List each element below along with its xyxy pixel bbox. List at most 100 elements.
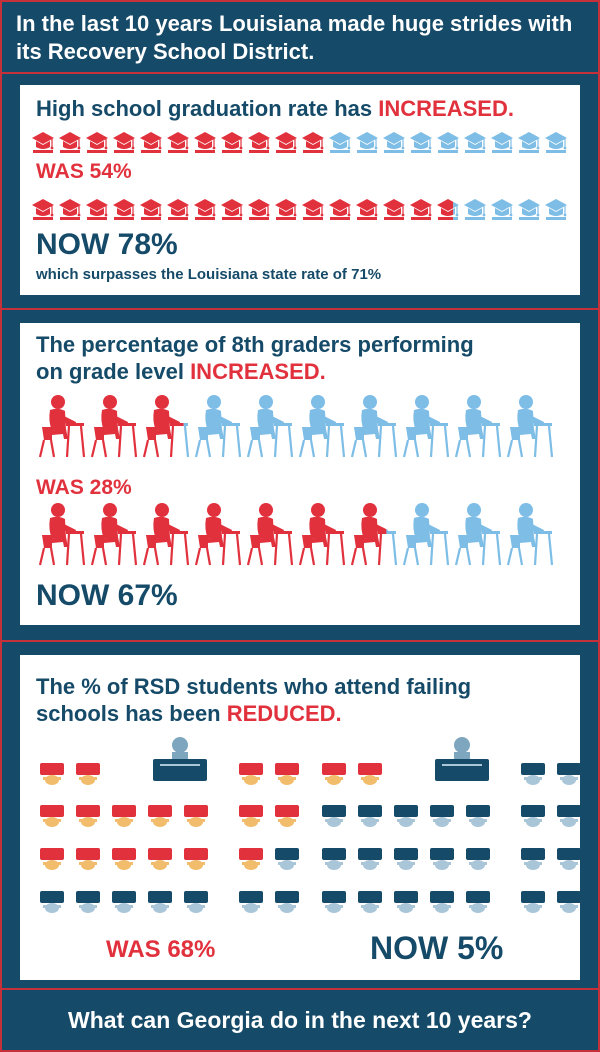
graduation-title: High school graduation rate has INCREASE…: [36, 95, 514, 122]
classroom-desk-icon: [322, 848, 346, 870]
graduation-cap-icon: [518, 132, 540, 153]
failing-title-line2-text: schools has been: [36, 701, 227, 726]
graduation-cap-icon: [491, 132, 513, 153]
classroom-desk-icon: [557, 891, 581, 913]
eighth-title: The percentage of 8th graders performing…: [36, 331, 474, 385]
classroom-desk-icon: [76, 763, 100, 785]
graduation-cap-icon: [221, 199, 243, 220]
graduation-note: which surpasses the Louisiana state rate…: [36, 266, 382, 283]
classroom-desk-icon: [557, 848, 581, 870]
classroom-desk-icon: [358, 763, 382, 785]
divider: [0, 308, 600, 310]
eighth-was-row: [38, 395, 554, 458]
graduation-cap-icon: [410, 199, 432, 220]
classroom-desk-icon: [322, 805, 346, 827]
graduation-cap-icon: [545, 199, 567, 220]
classroom-desk-icon: [239, 848, 263, 870]
classroom-desk-icon: [394, 848, 418, 870]
graduation-cap-icon: [86, 199, 108, 220]
graduation-cap-icon: [275, 199, 297, 220]
graduation-cap-icon: [221, 132, 243, 153]
graduation-cap-icon: [167, 132, 189, 153]
graduation-cap-icon: [113, 132, 135, 153]
failing-title-emph: REDUCED.: [226, 701, 342, 726]
footer-question: What can Georgia do in the next 10 years…: [68, 1007, 532, 1033]
student-at-desk-icon: [90, 395, 138, 458]
classroom-desk-icon: [112, 891, 136, 913]
graduation-cap-icon: [518, 199, 540, 220]
student-at-desk-icon: [454, 503, 502, 566]
classroom-desk-icon: [76, 805, 100, 827]
graduation-cap-icon: [32, 199, 54, 220]
classroom-desk-icon: [275, 805, 299, 827]
classroom-desk-icon: [521, 805, 545, 827]
eighth-title-line2: on grade level INCREASED.: [36, 358, 474, 385]
classroom-desk-icon: [239, 891, 263, 913]
classroom-desk-icon: [521, 891, 545, 913]
classroom-desk-icon: [394, 891, 418, 913]
graduation-cap-icon: [356, 132, 378, 153]
teacher-desk-icon: [153, 737, 207, 781]
eighth-title-line2-text: on grade level: [36, 359, 191, 384]
graduation-cap-icon: [32, 132, 54, 153]
graduation-cap-icon: [167, 199, 189, 220]
classroom-desk-icon: [322, 891, 346, 913]
student-at-desk-icon: [454, 395, 502, 458]
classroom-desk-icon: [76, 891, 100, 913]
student-at-desk-icon: [142, 395, 190, 458]
eighth-grade-panel: The percentage of 8th graders performing…: [20, 323, 580, 625]
graduation-cap-icon: [248, 132, 270, 153]
student-at-desk-icon: [142, 503, 190, 566]
graduation-cap-icon: [59, 132, 81, 153]
graduation-cap-icon: [464, 132, 486, 153]
classroom-desk-icon: [148, 805, 172, 827]
failing-was-classroom: [40, 737, 299, 913]
graduation-was-label: WAS 54%: [36, 160, 132, 183]
student-at-desk-icon: [194, 503, 242, 566]
student-at-desk-icon: [506, 395, 554, 458]
classroom-desk-icon: [322, 763, 346, 785]
failing-title: The % of RSD students who attend failing…: [36, 673, 471, 727]
classroom-desk-icon: [275, 891, 299, 913]
graduation-cap-icon: [437, 132, 459, 153]
classroom-desk-icon: [239, 763, 263, 785]
classroom-desk-icon: [184, 848, 208, 870]
graduation-cap-icon: [140, 132, 162, 153]
student-at-desk-icon: [246, 395, 294, 458]
classroom-desk-icon: [239, 805, 263, 827]
graduation-cap-icon: [59, 199, 81, 220]
graduation-cap-icon: [329, 132, 351, 153]
graduation-cap-icon: [329, 199, 351, 220]
classroom-desk-icon: [557, 805, 581, 827]
failing-now-classroom: [322, 737, 581, 913]
classroom-desk-icon: [184, 805, 208, 827]
classroom-desk-icon: [112, 805, 136, 827]
graduation-was-row: [32, 132, 567, 153]
graduation-now-row: [32, 199, 567, 220]
classroom-desk-icon: [358, 891, 382, 913]
graduation-cap-icon: [464, 199, 486, 220]
failing-now-label: NOW 5%: [370, 930, 504, 966]
failing-was-label: WAS 68%: [106, 936, 216, 963]
graduation-panel: High school graduation rate has INCREASE…: [20, 85, 580, 295]
graduation-cap-icon: [383, 199, 405, 220]
classroom-desk-icon: [184, 891, 208, 913]
divider: [0, 72, 600, 74]
classroom-desk-icon: [148, 848, 172, 870]
graduation-cap-icon: [356, 199, 378, 220]
graduation-cap-icon: [113, 199, 135, 220]
graduation-cap-icon: [410, 132, 432, 153]
student-at-desk-icon: [350, 503, 398, 566]
failing-schools-panel: The % of RSD students who attend failing…: [20, 655, 581, 980]
classroom-desk-icon: [557, 763, 581, 785]
graduation-cap-icon: [140, 199, 162, 220]
classroom-desk-icon: [148, 891, 172, 913]
graduation-title-emph: INCREASED.: [378, 96, 514, 121]
graduation-cap-icon: [491, 199, 513, 220]
classroom-desk-icon: [430, 805, 454, 827]
eighth-title-line1: The percentage of 8th graders performing: [36, 332, 474, 357]
divider: [0, 640, 600, 642]
classroom-desk-icon: [76, 848, 100, 870]
eighth-was-label: WAS 28%: [36, 476, 132, 499]
classroom-desk-icon: [430, 891, 454, 913]
